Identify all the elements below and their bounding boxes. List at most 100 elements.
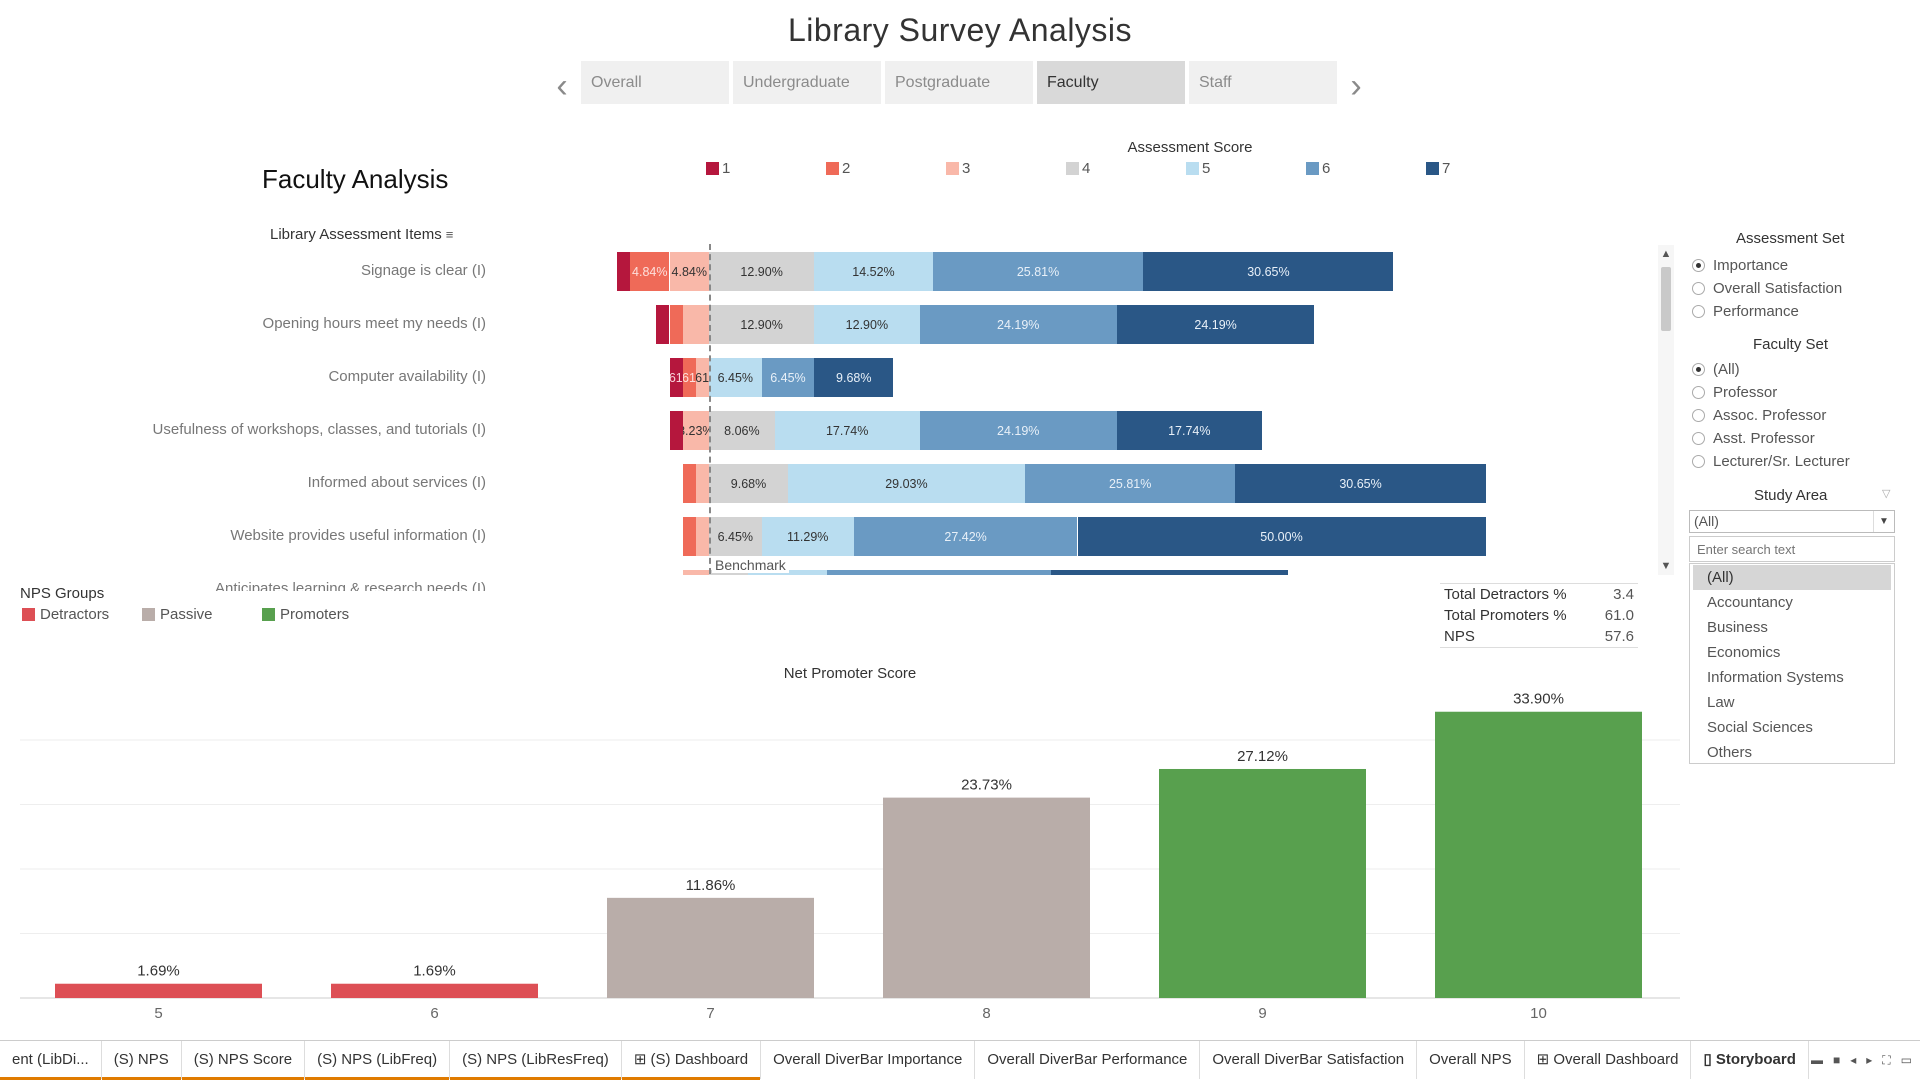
bar-segment-score-5[interactable]: 17.74% bbox=[774, 411, 920, 450]
sheet-tab[interactable]: (S) NPS (LibResFreq) bbox=[450, 1041, 622, 1080]
bar-segment-score-1[interactable] bbox=[669, 411, 683, 450]
nps-bar-7[interactable] bbox=[607, 897, 814, 998]
tab-prev-icon[interactable]: ◂ bbox=[1850, 1053, 1857, 1067]
bar-segment-score-2[interactable] bbox=[682, 517, 696, 556]
radio-button[interactable] bbox=[1692, 282, 1705, 295]
bar-segment-score-6[interactable]: 25.81% bbox=[932, 252, 1144, 291]
bar-segment-score-3[interactable] bbox=[695, 464, 709, 503]
bar-segment-score-3[interactable]: 1.61% bbox=[695, 358, 709, 397]
sheet-tab[interactable]: (S) NPS (LibFreq) bbox=[305, 1041, 451, 1080]
scroll-down-icon[interactable]: ▼ bbox=[1660, 560, 1672, 572]
sheet-sorter-icon[interactable]: ▬ bbox=[1810, 1053, 1823, 1067]
story-tab-undergraduate[interactable]: Undergraduate bbox=[733, 61, 881, 104]
study-area-dropdown[interactable]: (All) ▼ bbox=[1689, 510, 1895, 533]
bar-segment-score-7[interactable]: 9.68% bbox=[814, 358, 894, 397]
radio-option-assoc-professor[interactable]: Assoc. Professor bbox=[1692, 404, 1850, 427]
bar-segment-score-6[interactable]: 24.19% bbox=[919, 305, 1117, 344]
radio-option-lecturer-sr-lecturer[interactable]: Lecturer/Sr. Lecturer bbox=[1692, 450, 1850, 473]
radio-button[interactable] bbox=[1692, 432, 1705, 445]
radio-option-overall-satisfaction[interactable]: Overall Satisfaction bbox=[1692, 277, 1842, 300]
bar-segment-score-2[interactable] bbox=[682, 464, 696, 503]
bar-segment-score-1[interactable] bbox=[656, 305, 670, 344]
dropdown-caret-icon[interactable]: ▼ bbox=[1873, 511, 1894, 532]
sheet-tab[interactable]: ⊞ (S) Dashboard bbox=[621, 1041, 762, 1080]
study-area-option[interactable]: (All) bbox=[1693, 565, 1891, 590]
bar-segment-score-2[interactable] bbox=[669, 305, 683, 344]
sheet-tab[interactable]: (S) NPS bbox=[101, 1041, 182, 1080]
bar-segment-score-4[interactable]: 8.06% bbox=[709, 411, 775, 450]
study-area-option[interactable]: Business bbox=[1707, 619, 1768, 636]
chevron-right-icon[interactable]: › bbox=[1350, 67, 1362, 105]
radio-button[interactable] bbox=[1692, 305, 1705, 318]
filmstrip-icon[interactable]: ■ bbox=[1832, 1053, 1841, 1067]
sheet-tab[interactable]: Overall DiverBar Performance bbox=[975, 1041, 1201, 1079]
sheet-tab[interactable]: ▯ Storyboard bbox=[1691, 1041, 1809, 1079]
bar-segment-score-1[interactable]: 1.61% bbox=[669, 358, 683, 397]
sheet-tab[interactable]: Overall DiverBar Satisfaction bbox=[1200, 1041, 1418, 1079]
story-tab-faculty[interactable]: Faculty bbox=[1037, 61, 1185, 104]
bar-segment-score-7[interactable]: 24.19% bbox=[1116, 305, 1315, 344]
bar-segment-score-3[interactable]: 4.84% bbox=[669, 252, 709, 291]
radio-option-performance[interactable]: Performance bbox=[1692, 300, 1842, 323]
bar-segment-score-4[interactable]: 9.68% bbox=[709, 464, 788, 503]
bar-segment-score-7[interactable]: 17.74% bbox=[1116, 411, 1262, 450]
sort-icon[interactable]: ≡ bbox=[445, 227, 454, 242]
chart-scrollbar[interactable]: ▲ ▼ bbox=[1658, 245, 1674, 575]
bar-segment-score-7[interactable] bbox=[1051, 570, 1289, 575]
sheet-tab[interactable]: Overall DiverBar Importance bbox=[761, 1041, 976, 1079]
bar-segment-score-3[interactable] bbox=[695, 517, 709, 556]
bar-segment-score-4[interactable]: 12.90% bbox=[709, 305, 815, 344]
study-area-option[interactable]: Accountancy bbox=[1707, 594, 1793, 611]
bar-segment-score-4[interactable]: 6.45% bbox=[709, 517, 762, 556]
bar-segment-score-7[interactable]: 50.00% bbox=[1077, 517, 1486, 556]
radio-button[interactable] bbox=[1692, 386, 1705, 399]
radio-option-importance[interactable]: Importance bbox=[1692, 254, 1842, 277]
bar-segment-score-6[interactable]: 27.42% bbox=[853, 517, 1078, 556]
nps-bar-9[interactable] bbox=[1159, 768, 1366, 998]
study-area-search-input[interactable] bbox=[1689, 536, 1895, 562]
study-area-option[interactable]: Social Sciences bbox=[1707, 719, 1813, 736]
bar-segment-score-5[interactable]: 12.90% bbox=[814, 305, 920, 344]
bar-segment-score-6[interactable] bbox=[827, 570, 1052, 575]
bar-segment-score-4[interactable]: 12.90% bbox=[709, 252, 815, 291]
radio-button[interactable] bbox=[1692, 455, 1705, 468]
filter-icon[interactable]: ▽ bbox=[1882, 488, 1891, 500]
bar-segment-score-5[interactable]: 6.45% bbox=[709, 358, 762, 397]
study-area-option[interactable]: Law bbox=[1707, 694, 1735, 711]
bar-segment-score-5[interactable]: 29.03% bbox=[787, 464, 1025, 503]
bar-segment-score-2[interactable]: 4.84% bbox=[630, 252, 670, 291]
chevron-left-icon[interactable]: ‹ bbox=[556, 67, 568, 105]
story-tab-postgraduate[interactable]: Postgraduate bbox=[885, 61, 1033, 104]
bar-segment-score-3[interactable] bbox=[682, 570, 709, 575]
bar-segment-score-7[interactable]: 30.65% bbox=[1143, 252, 1394, 291]
bar-segment-score-2[interactable]: 1.61% bbox=[682, 358, 696, 397]
story-tab-staff[interactable]: Staff bbox=[1189, 61, 1337, 104]
radio-button[interactable] bbox=[1692, 363, 1705, 376]
bar-segment-score-6[interactable]: 24.19% bbox=[919, 411, 1117, 450]
radio-option-asst-professor[interactable]: Asst. Professor bbox=[1692, 427, 1850, 450]
scroll-thumb[interactable] bbox=[1661, 267, 1671, 331]
presentation-icon[interactable]: ▭ bbox=[1900, 1053, 1912, 1067]
bar-segment-score-3[interactable]: 3.23% bbox=[682, 411, 709, 450]
fullscreen-icon[interactable]: ⛶ bbox=[1882, 1052, 1891, 1067]
radio-option-all[interactable]: (All) bbox=[1692, 358, 1850, 381]
sheet-tab[interactable]: (S) NPS Score bbox=[181, 1041, 306, 1080]
study-area-option[interactable]: Others bbox=[1707, 744, 1753, 761]
nps-bar-5[interactable] bbox=[55, 983, 262, 998]
nps-bar-8[interactable] bbox=[883, 797, 1090, 998]
bar-segment-score-5[interactable]: 11.29% bbox=[761, 517, 854, 556]
scroll-up-icon[interactable]: ▲ bbox=[1660, 248, 1672, 260]
tab-next-icon[interactable]: ▸ bbox=[1866, 1053, 1873, 1067]
bar-segment-score-5[interactable]: 14.52% bbox=[814, 252, 933, 291]
bar-segment-score-7[interactable]: 30.65% bbox=[1235, 464, 1486, 503]
bar-segment-score-6[interactable]: 6.45% bbox=[761, 358, 815, 397]
study-area-option[interactable]: Economics bbox=[1707, 644, 1781, 661]
radio-button[interactable] bbox=[1692, 409, 1705, 422]
bar-segment-score-6[interactable]: 25.81% bbox=[1024, 464, 1236, 503]
radio-button[interactable] bbox=[1692, 259, 1705, 272]
items-header[interactable]: Library Assessment Items ≡ bbox=[270, 226, 453, 243]
story-tab-overall[interactable]: Overall bbox=[581, 61, 729, 104]
study-area-option[interactable]: Information Systems bbox=[1707, 669, 1844, 686]
nps-bar-10[interactable] bbox=[1435, 711, 1642, 998]
bar-segment-score-3[interactable] bbox=[682, 305, 709, 344]
